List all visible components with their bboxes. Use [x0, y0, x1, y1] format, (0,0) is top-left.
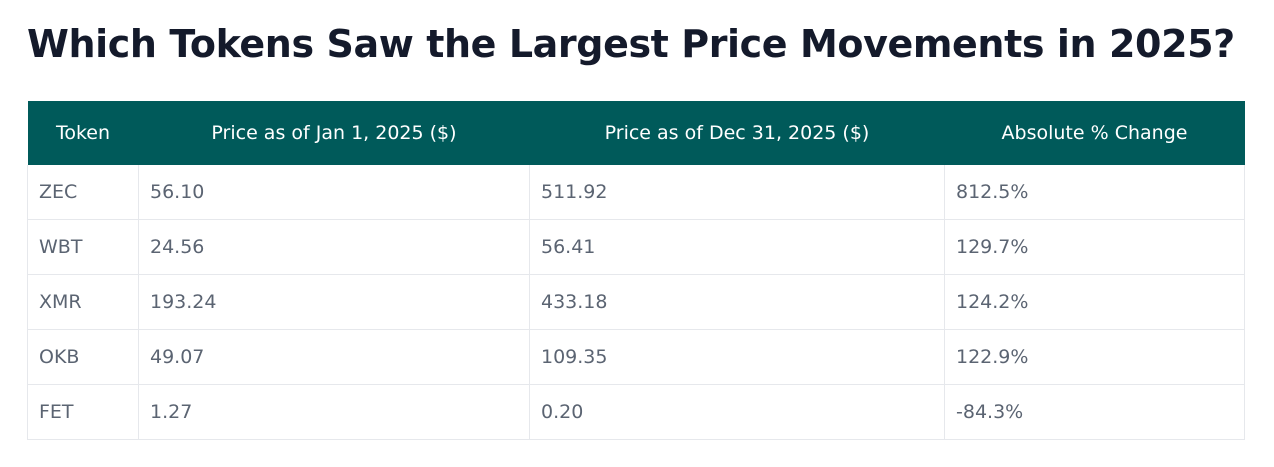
- cell-token: ZEC: [27, 165, 139, 220]
- header-price-jan-1: Price as of Jan 1, 2025 ($): [138, 101, 530, 165]
- cell-absolute-change: 122.9%: [944, 329, 1245, 385]
- cell-absolute-change: 129.7%: [944, 219, 1245, 275]
- table-header: Token Price as of Jan 1, 2025 ($) Price …: [27, 101, 1245, 165]
- cell-absolute-change: 812.5%: [944, 165, 1245, 220]
- cell-price-jan-1: 49.07: [138, 329, 530, 385]
- cell-price-jan-1: 1.27: [138, 384, 530, 440]
- cell-price-jan-1: 193.24: [138, 274, 530, 330]
- header-token: Token: [27, 101, 139, 165]
- cell-absolute-change: -84.3%: [944, 384, 1245, 440]
- cell-price-dec-31: 433.18: [529, 274, 945, 330]
- cell-price-jan-1: 24.56: [138, 219, 530, 275]
- table-body: ZEC 56.10 511.92 812.5% WBT 24.56 56.41 …: [27, 165, 1245, 440]
- cell-token: OKB: [27, 329, 139, 385]
- price-table-container: Token Price as of Jan 1, 2025 ($) Price …: [27, 101, 1245, 440]
- cell-token: WBT: [27, 219, 139, 275]
- cell-token: FET: [27, 384, 139, 440]
- cell-token: XMR: [27, 274, 139, 330]
- cell-absolute-change: 124.2%: [944, 274, 1245, 330]
- table-row: ZEC 56.10 511.92 812.5%: [27, 165, 1245, 220]
- cell-price-dec-31: 56.41: [529, 219, 945, 275]
- table-header-row: Token Price as of Jan 1, 2025 ($) Price …: [27, 101, 1245, 165]
- table-row: OKB 49.07 109.35 122.9%: [27, 329, 1245, 385]
- cell-price-dec-31: 109.35: [529, 329, 945, 385]
- table-row: WBT 24.56 56.41 129.7%: [27, 219, 1245, 275]
- price-movements-table: Token Price as of Jan 1, 2025 ($) Price …: [27, 101, 1245, 440]
- cell-price-dec-31: 0.20: [529, 384, 945, 440]
- cell-price-dec-31: 511.92: [529, 165, 945, 220]
- table-row: FET 1.27 0.20 -84.3%: [27, 384, 1245, 440]
- header-price-dec-31: Price as of Dec 31, 2025 ($): [529, 101, 945, 165]
- table-row: XMR 193.24 433.18 124.2%: [27, 274, 1245, 330]
- page-title: Which Tokens Saw the Largest Price Movem…: [27, 22, 1235, 66]
- cell-price-jan-1: 56.10: [138, 165, 530, 220]
- header-absolute-change: Absolute % Change: [944, 101, 1245, 165]
